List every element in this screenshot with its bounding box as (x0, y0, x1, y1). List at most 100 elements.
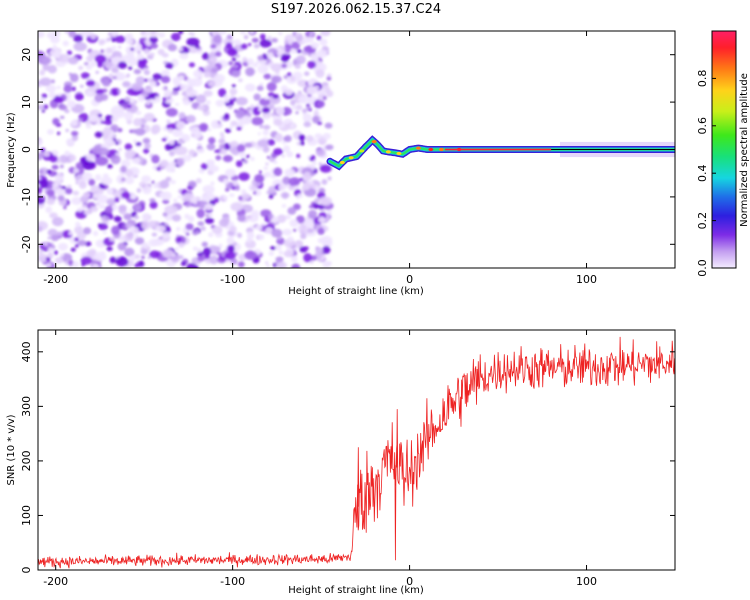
signal-hotspot (438, 147, 444, 152)
noise-blob (280, 46, 286, 52)
noise-blob (55, 96, 64, 104)
noise-blob (46, 198, 56, 205)
noise-blob (142, 137, 151, 144)
noise-blob (142, 241, 149, 249)
noise-blob (233, 39, 242, 46)
noise-blob (273, 167, 283, 177)
noise-blob (107, 164, 113, 169)
noise-blob (54, 257, 64, 264)
noise-blob (121, 177, 126, 182)
noise-blob (241, 193, 251, 200)
noise-blob (270, 246, 276, 251)
noise-blob (105, 216, 110, 221)
noise-blob (47, 252, 54, 259)
noise-blob (318, 216, 326, 223)
noise-blob (274, 133, 283, 143)
noise-blob (103, 48, 108, 53)
noise-blob (204, 71, 212, 78)
noise-blob (303, 246, 309, 251)
colorbar-gradient (711, 30, 737, 269)
noise-blob (162, 249, 174, 258)
noise-blob (100, 77, 111, 84)
noise-blob (257, 234, 265, 241)
noise-blob (207, 128, 212, 132)
noise-blob (102, 173, 109, 178)
noise-blob (257, 64, 269, 74)
noise-blob (105, 47, 113, 54)
noise-blob (73, 168, 80, 173)
noise-blob (110, 31, 119, 37)
noise-blob (137, 95, 145, 102)
noise-blob (43, 242, 48, 247)
noise-blob (309, 260, 314, 264)
noise-blob (291, 41, 301, 50)
noise-blob (246, 58, 254, 66)
noise-blob (174, 102, 180, 106)
noise-blob (190, 182, 195, 188)
noise-blob (276, 261, 288, 268)
noise-blob (73, 34, 83, 43)
noise-blob (264, 96, 269, 100)
noise-blob (82, 201, 88, 206)
noise-blob (98, 39, 105, 46)
noise-blob (263, 73, 272, 80)
noise-blob (162, 86, 166, 91)
noise-blob (266, 264, 271, 268)
noise-blob (229, 225, 237, 233)
noise-blob (59, 104, 68, 111)
noise-blob (282, 176, 291, 185)
noise-blob (301, 36, 310, 44)
noise-blob (266, 82, 277, 92)
noise-blob (65, 128, 69, 133)
noise-blob (117, 45, 122, 49)
noise-blob (196, 147, 205, 154)
noise-blob (113, 215, 122, 223)
noise-blob (246, 237, 252, 243)
noise-blob (83, 62, 89, 66)
noise-blob (95, 202, 100, 206)
noise-blob (170, 32, 181, 42)
noise-blob (227, 244, 235, 253)
noise-blob (71, 134, 79, 142)
noise-blob (249, 225, 255, 229)
noise-blob (283, 136, 290, 142)
noise-blob (120, 165, 127, 173)
noise-blob (71, 86, 76, 92)
noise-blob (230, 202, 244, 212)
noise-blob (185, 114, 196, 123)
noise-blob (159, 192, 167, 198)
noise-blob (178, 47, 183, 52)
noise-blob (226, 34, 233, 40)
noise-blob (297, 95, 309, 104)
noise-blob (272, 94, 279, 99)
noise-blob (51, 79, 55, 84)
noise-blob (94, 156, 109, 166)
noise-blob (41, 109, 45, 113)
noise-blob (195, 94, 207, 104)
snr-series-line (38, 336, 675, 569)
noise-blob (274, 244, 282, 251)
noise-blob (213, 34, 222, 44)
snr-y-tick-label: 300 (20, 396, 33, 417)
noise-blob (143, 112, 155, 122)
noise-blob (90, 206, 99, 212)
noise-blob (52, 44, 57, 49)
noise-blob (164, 205, 178, 215)
snr-x-tick-label: -100 (220, 575, 245, 588)
noise-blob (222, 154, 233, 163)
noise-blob (283, 250, 294, 258)
noise-blob (78, 181, 87, 190)
noise-blob (262, 145, 270, 153)
noise-blob (124, 96, 131, 103)
noise-blob (78, 118, 83, 122)
noise-blob (134, 215, 140, 220)
noise-blob (271, 112, 276, 117)
colorbar-tick-label: 0.8 (696, 70, 709, 88)
noise-blob (94, 93, 104, 103)
noise-blob (166, 123, 177, 131)
noise-blob (170, 179, 176, 185)
noise-blob (71, 197, 83, 205)
noise-blob (220, 135, 226, 139)
